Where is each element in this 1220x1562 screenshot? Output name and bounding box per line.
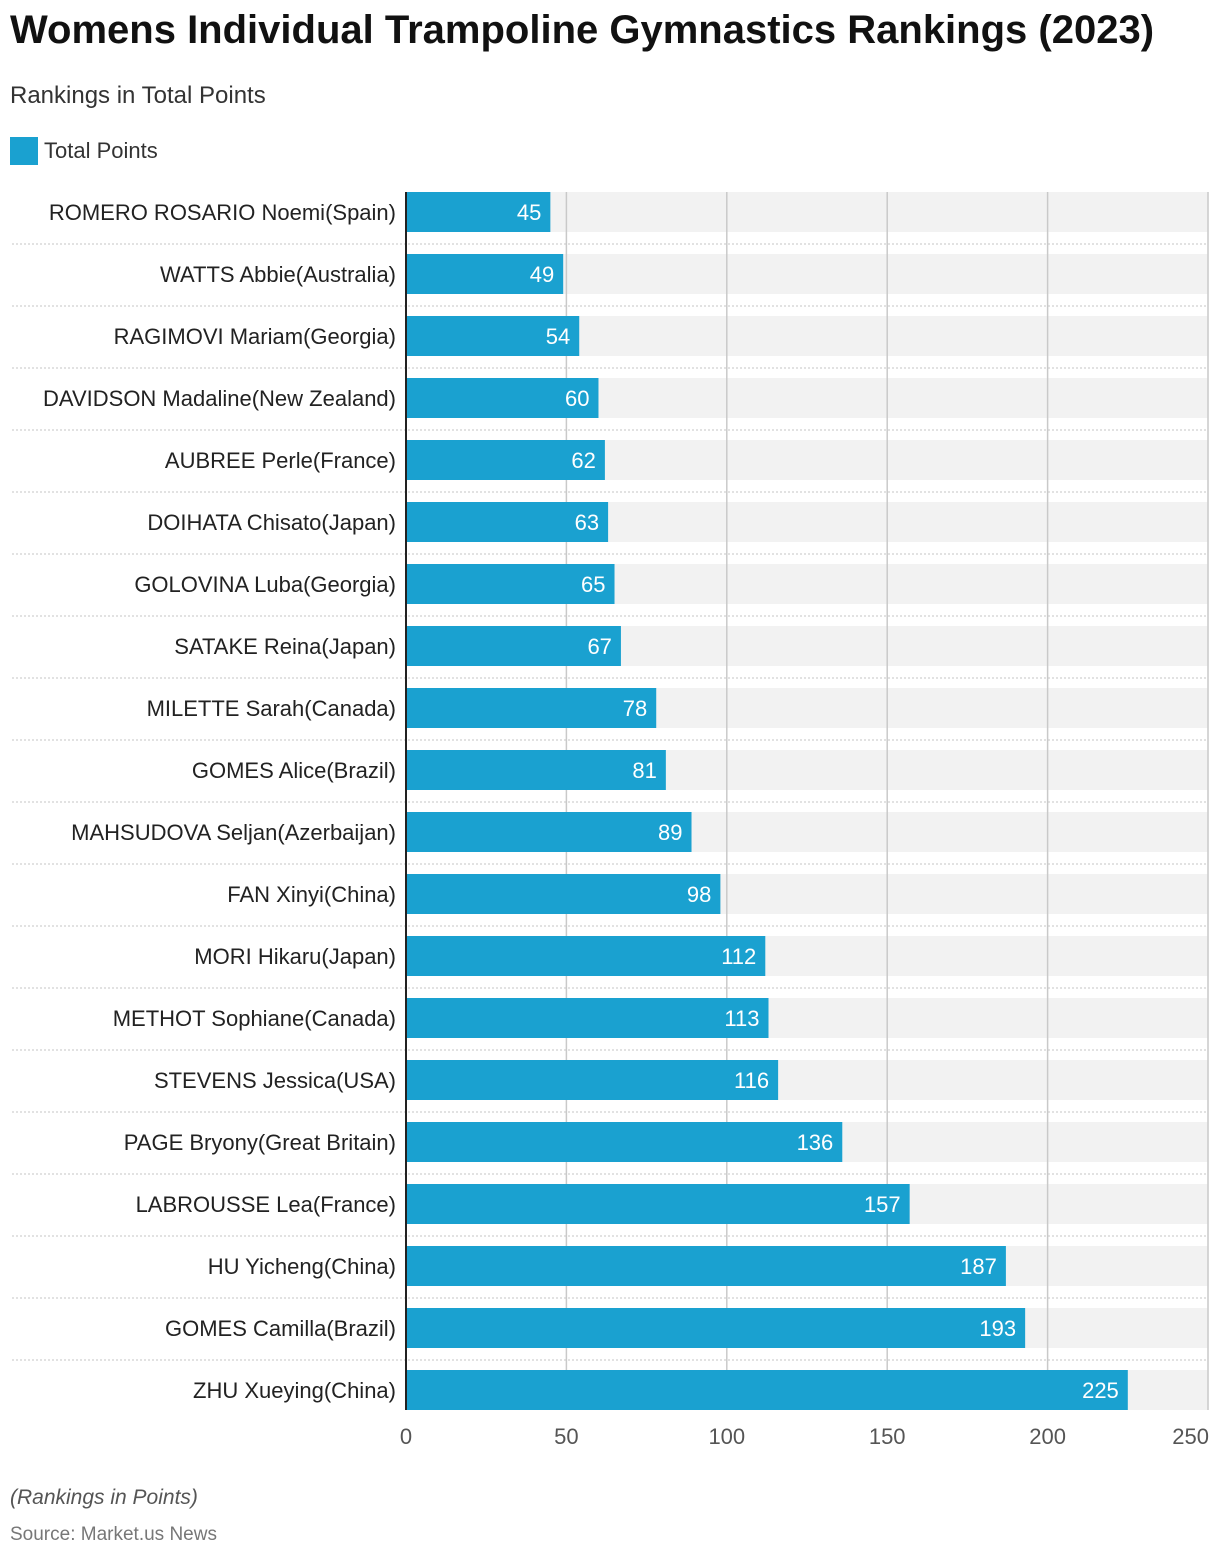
bar: [406, 254, 564, 294]
bar: [406, 1184, 910, 1224]
category-label: STEVENS Jessica(USA): [154, 1068, 396, 1093]
category-label: PAGE Bryony(Great Britain): [124, 1130, 396, 1155]
bar-value-label: 45: [517, 200, 541, 225]
bar-value-label: 157: [864, 1192, 901, 1217]
bar-value-label: 81: [632, 758, 656, 783]
category-label: MILETTE Sarah(Canada): [147, 696, 396, 721]
bar: [406, 1370, 1128, 1410]
x-tick-label: 50: [554, 1424, 578, 1449]
bar-value-label: 60: [565, 386, 589, 411]
bar-value-label: 49: [530, 262, 554, 287]
bar: [406, 1308, 1026, 1348]
bar-value-label: 116: [734, 1068, 769, 1093]
category-label: AUBREE Perle(France): [165, 448, 396, 473]
x-tick-label: 150: [869, 1424, 906, 1449]
x-tick-label: 0: [400, 1424, 412, 1449]
bar: [406, 874, 721, 914]
bar-value-label: 113: [724, 1006, 759, 1031]
category-label: GOMES Camilla(Brazil): [165, 1316, 396, 1341]
bar-value-label: 193: [979, 1316, 1016, 1341]
bar-value-label: 65: [581, 572, 605, 597]
bar: [406, 564, 615, 604]
bar: [406, 440, 605, 480]
bar: [406, 936, 766, 976]
bar: [406, 812, 692, 852]
chart-note: (Rankings in Points): [10, 1486, 198, 1509]
bar-value-label: 98: [687, 882, 711, 907]
bar-value-label: 112: [721, 944, 756, 969]
x-tick-label: 200: [1029, 1424, 1066, 1449]
bar-value-label: 78: [623, 696, 647, 721]
bar: [406, 626, 621, 666]
bar-value-label: 225: [1082, 1378, 1119, 1403]
category-label: GOMES Alice(Brazil): [192, 758, 396, 783]
bar: [406, 1060, 779, 1100]
category-label: MAHSUDOVA Seljan(Azerbaijan): [71, 820, 396, 845]
category-label: RAGIMOVI Mariam(Georgia): [114, 324, 396, 349]
bar: [406, 750, 666, 790]
category-label: LABROUSSE Lea(France): [136, 1192, 396, 1217]
bar: [406, 998, 769, 1038]
bar: [406, 378, 599, 418]
source-text: Source: Market.us News: [10, 1524, 217, 1545]
bar-value-label: 187: [960, 1254, 997, 1279]
legend-swatch: [10, 137, 38, 165]
bar-value-label: 62: [571, 448, 595, 473]
bar-value-label: 136: [797, 1130, 834, 1155]
bar-chart: 45 ROMERO ROSARIO Noemi(Spain) 49 WATTS Abb…: [12, 192, 1209, 1449]
legend: Total Points: [10, 136, 158, 166]
bar: [406, 1122, 843, 1162]
category-label: METHOT Sophiane(Canada): [113, 1006, 396, 1031]
category-label: GOLOVINA Luba(Georgia): [134, 572, 396, 597]
category-label: MORI Hikaru(Japan): [194, 944, 396, 969]
chart-subtitle: Rankings in Total Points: [10, 82, 266, 109]
x-tick-label: 100: [708, 1424, 745, 1449]
chart-title: Womens Individual Trampoline Gymnastics …: [10, 8, 1155, 52]
category-label: WATTS Abbie(Australia): [160, 262, 396, 287]
bar: [406, 192, 551, 232]
legend-label: Total Points: [44, 138, 158, 163]
x-tick-label: 250: [1172, 1424, 1209, 1449]
category-label: ROMERO ROSARIO Noemi(Spain): [49, 200, 396, 225]
bar-value-label: 67: [587, 634, 611, 659]
bar: [406, 502, 609, 542]
bar-value-label: 54: [546, 324, 570, 349]
bar-value-label: 89: [658, 820, 682, 845]
bar: [406, 688, 657, 728]
category-label: DAVIDSON Madaline(New Zealand): [43, 386, 396, 411]
category-label: DOIHATA Chisato(Japan): [147, 510, 396, 535]
bar: [406, 1246, 1006, 1286]
bar: [406, 316, 580, 356]
category-label: FAN Xinyi(China): [227, 882, 396, 907]
category-label: HU Yicheng(China): [208, 1254, 396, 1279]
bar-value-label: 63: [575, 510, 599, 535]
category-label: ZHU Xueying(China): [193, 1378, 396, 1403]
category-label: SATAKE Reina(Japan): [174, 634, 396, 659]
